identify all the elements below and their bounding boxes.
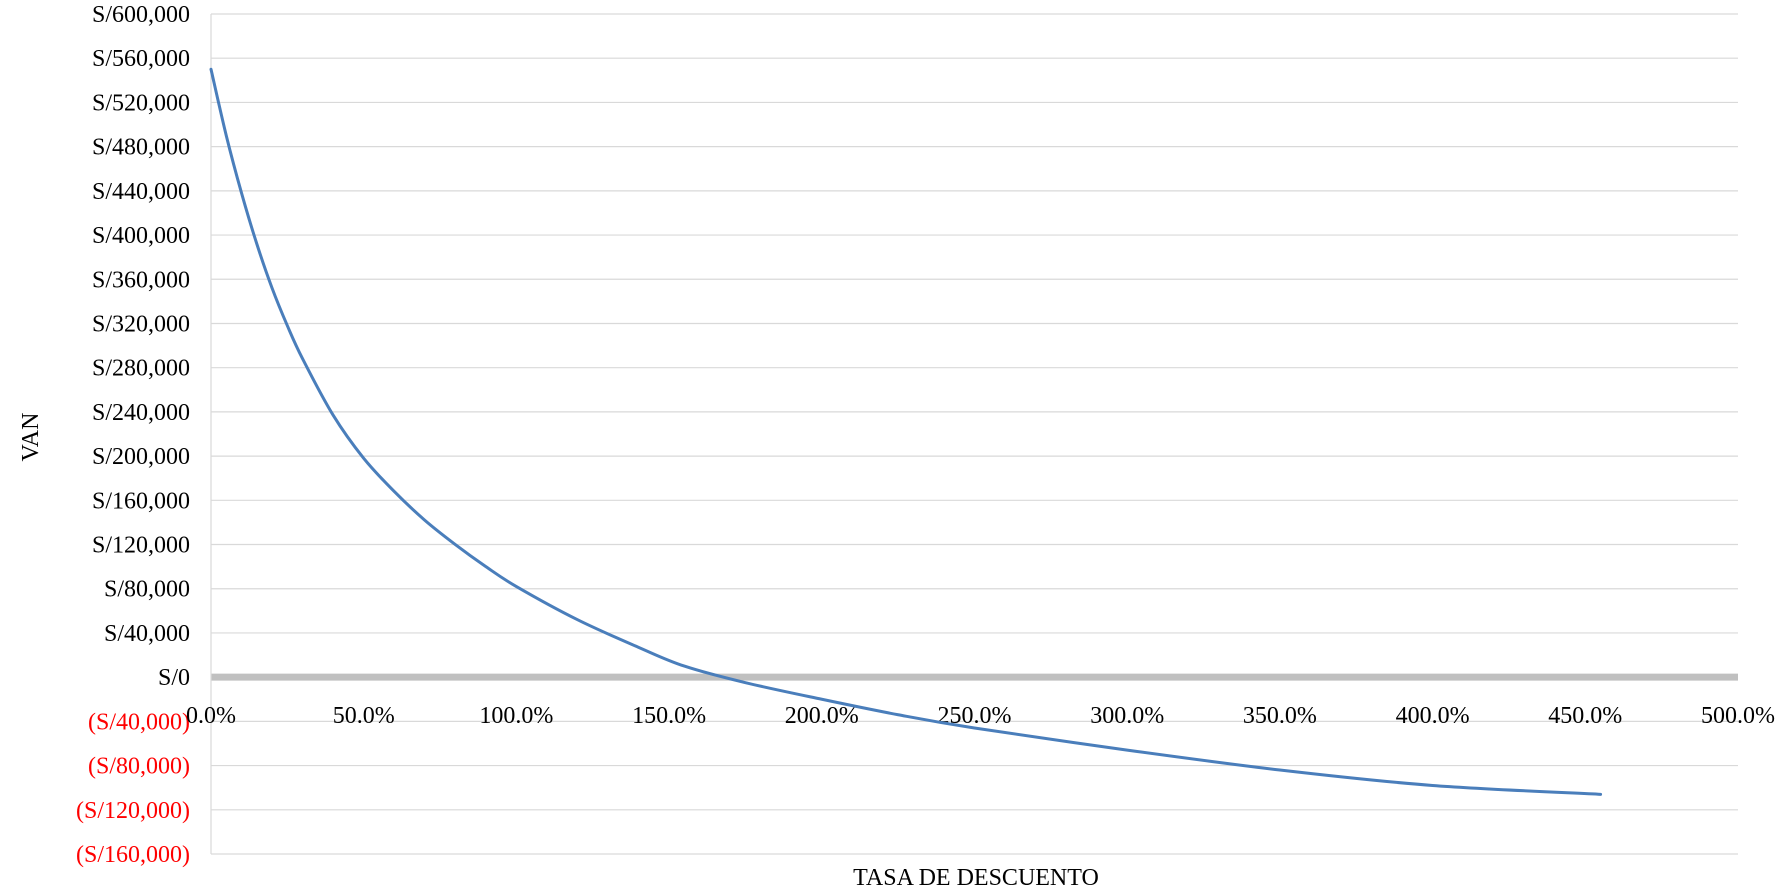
y-tick-labels: S/600,000 S/560,000 S/520,000 S/480,000 S/44… — [76, 2, 190, 868]
x-tick-label: 150.0% — [632, 703, 706, 729]
y-tick-label: S/80,000 — [104, 577, 190, 603]
y-tick-label: S/480,000 — [92, 135, 190, 161]
y-tick-label: (S/80,000) — [88, 754, 190, 780]
y-tick-label: S/320,000 — [92, 311, 190, 337]
y-tick-label: S/440,000 — [92, 179, 190, 205]
y-tick-label: S/120,000 — [92, 533, 190, 559]
x-axis-title: TASA DE DESCUENTO — [853, 865, 1099, 890]
x-tick-labels: 0.0% 50.0% 100.0% 150.0% 200.0% 250.0% 300.0% 3… — [186, 703, 1775, 729]
gridlines — [211, 13, 1738, 855]
y-tick-label: (S/120,000) — [76, 798, 190, 824]
npv-curve — [209, 67, 1603, 796]
y-tick-label: (S/160,000) — [76, 842, 190, 868]
y-tick-label: S/160,000 — [92, 488, 190, 514]
x-tick-label: 0.0% — [186, 703, 236, 729]
y-tick-label: S/280,000 — [92, 356, 190, 382]
x-tick-label: 300.0% — [1090, 703, 1164, 729]
x-tick-label: 500.0% — [1701, 703, 1775, 729]
y-tick-label: S/400,000 — [92, 223, 190, 249]
y-tick-label: S/560,000 — [92, 46, 190, 72]
x-tick-label: 450.0% — [1548, 703, 1622, 729]
x-tick-label: 200.0% — [785, 703, 859, 729]
y-tick-label: S/600,000 — [92, 2, 190, 28]
y-tick-label: (S/40,000) — [88, 709, 190, 735]
y-tick-label: S/40,000 — [104, 621, 190, 647]
x-tick-label: 50.0% — [333, 703, 395, 729]
y-tick-label: S/200,000 — [92, 444, 190, 470]
y-tick-label: S/240,000 — [92, 400, 190, 426]
x-tick-label: 100.0% — [479, 703, 553, 729]
y-tick-label: S/360,000 — [92, 267, 190, 293]
x-tick-label: 350.0% — [1243, 703, 1317, 729]
y-tick-label: S/0 — [158, 665, 190, 691]
y-axis-title: VAN — [18, 413, 44, 462]
y-tick-label: S/520,000 — [92, 90, 190, 116]
x-tick-label: 400.0% — [1396, 703, 1470, 729]
